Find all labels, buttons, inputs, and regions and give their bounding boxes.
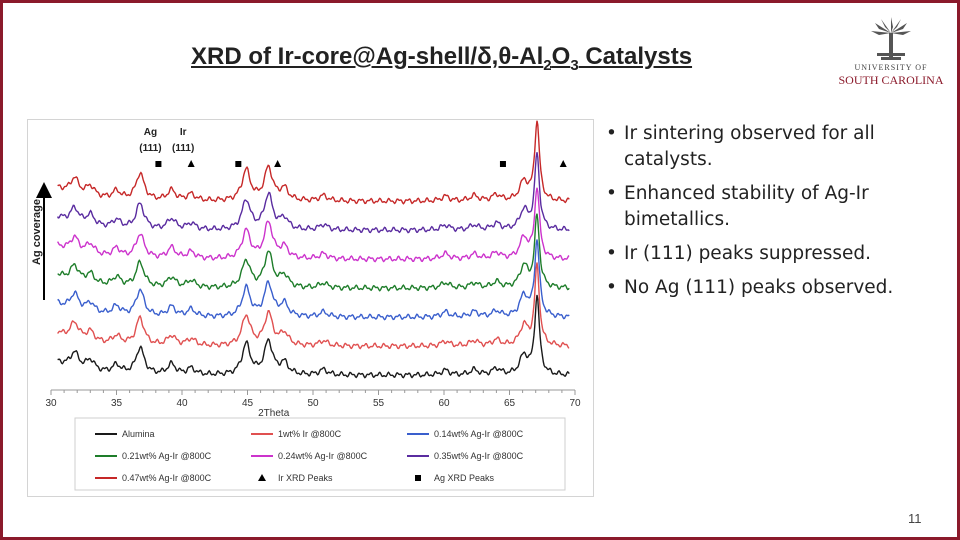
x-tick-label: 65 <box>504 398 516 409</box>
x-axis-label: 2Theta <box>258 408 290 419</box>
ir-peak-marker <box>187 160 195 167</box>
x-tick-label: 55 <box>373 398 385 409</box>
ag-peak-marker <box>235 161 242 167</box>
x-tick-label: 35 <box>111 398 123 409</box>
x-tick-label: 45 <box>242 398 254 409</box>
peak-annotation-label: (111) <box>172 143 194 154</box>
title-text-o: O <box>551 43 571 70</box>
slide-title: XRD of Ir-core@Ag-shell/δ,θ-Al2O3 Cataly… <box>191 43 692 74</box>
x-tick-label: 70 <box>569 398 581 409</box>
title-text: XRD of Ir-core@Ag-shell/δ,θ-Al <box>191 43 544 70</box>
legend-label: Alumina <box>122 429 155 439</box>
series-line <box>57 239 570 321</box>
page-number: 11 <box>908 511 922 526</box>
peak-annotation-label: Ag <box>144 127 157 138</box>
series-line <box>56 187 570 263</box>
series-line <box>57 120 570 205</box>
ag-peak-marker <box>499 161 506 167</box>
bullet-item: Ir sintering observed for all catalysts. <box>604 121 934 173</box>
ir-peak-marker <box>274 160 282 167</box>
legend-label: 1wt% Ir @800C <box>278 429 342 439</box>
legend-label: Ag XRD Peaks <box>434 473 495 483</box>
y-axis-label: Ag coverage <box>31 199 43 265</box>
legend-marker-square <box>415 475 421 481</box>
legend-label: 0.47wt% Ag-Ir @800C <box>122 473 212 483</box>
legend-marker-triangle <box>258 474 266 481</box>
x-tick-label: 50 <box>307 398 319 409</box>
university-logo: UNIVERSITY OF SOUTH CAROLINA <box>829 17 953 87</box>
title-text-end: Catalysts <box>578 43 693 70</box>
x-tick-label: 40 <box>176 398 188 409</box>
legend-label: 0.24wt% Ag-Ir @800C <box>278 451 368 461</box>
x-tick-label: 30 <box>45 398 57 409</box>
legend-label: Ir XRD Peaks <box>278 473 333 483</box>
logo-university-of: UNIVERSITY OF <box>854 63 928 72</box>
ag-peak-marker <box>155 161 162 167</box>
bullet-item: Enhanced stability of Ag-Ir bimetallics. <box>604 181 934 233</box>
legend-label: 0.35wt% Ag-Ir @800C <box>434 451 524 461</box>
bullet-item: No Ag (111) peaks observed. <box>604 275 934 301</box>
palmetto-tree-icon <box>871 17 911 60</box>
legend-label: 0.14wt% Ag-Ir @800C <box>434 429 524 439</box>
series-line <box>56 152 570 234</box>
logo-south-carolina: SOUTH CAROLINA <box>838 73 944 87</box>
ir-peak-marker <box>559 160 567 167</box>
series-line <box>57 213 570 292</box>
legend-box <box>74 417 566 491</box>
xrd-chart-svg: Ag coverage 30 35 40 45 50 55 60 65 70 2Theta Ag (11… <box>31 120 581 491</box>
title-subscript-2: 2 <box>543 56 552 74</box>
series-line <box>57 262 570 350</box>
peak-annotation-label: Ir <box>180 127 187 138</box>
title-subscript-3: 3 <box>570 56 579 74</box>
legend-label: 0.21wt% Ag-Ir @800C <box>122 451 212 461</box>
xrd-chart: Ag coverage 30 35 40 45 50 55 60 65 70 2Theta Ag (11… <box>27 119 594 497</box>
bullet-item: Ir (111) peaks suppressed. <box>604 241 934 267</box>
series-line <box>57 294 570 379</box>
bullet-list: Ir sintering observed for all catalysts.… <box>604 121 934 309</box>
peak-annotation-label: (111) <box>139 143 161 154</box>
x-tick-label: 60 <box>438 398 450 409</box>
